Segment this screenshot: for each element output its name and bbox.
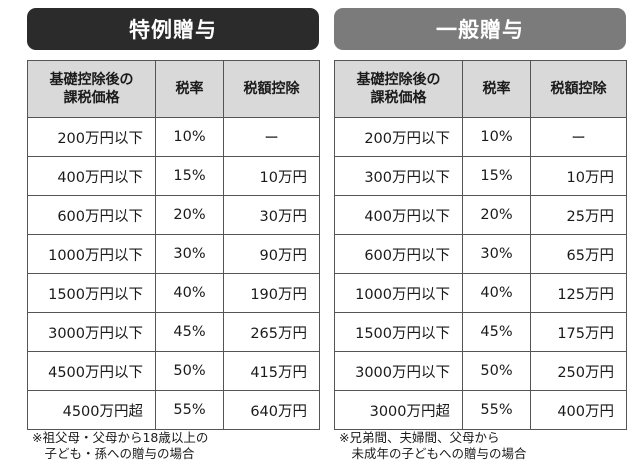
general-gift-table: 基礎控除後の 課税価格 税率 税額控除 200万円以下 10% ー 300万円以下 1…	[334, 60, 627, 430]
tax-deduction-cell: 400万円	[530, 390, 627, 430]
table-header-row: 基礎控除後の 課税価格 税率 税額控除	[334, 60, 627, 118]
table-row: 400万円以下 20% 25万円	[334, 195, 627, 235]
note-line: ※兄弟間、夫婦間、父母から	[339, 430, 500, 445]
table-row: 400万円以下 15% 10万円	[27, 156, 320, 196]
taxable-amount-cell: 3000万円以下	[334, 351, 463, 391]
taxable-amount-cell: 1000万円以下	[27, 234, 156, 274]
table-row: 600万円以下 30% 65万円	[334, 234, 627, 274]
tax-rate-cell: 30%	[155, 234, 224, 274]
table-row: 4500万円超 55% 640万円	[27, 390, 320, 430]
general-gift-title: 一般贈与	[334, 8, 626, 50]
taxable-amount-cell: 1500万円以下	[27, 273, 156, 313]
header-tax-rate: 税率	[462, 60, 531, 118]
general-gift-note: ※兄弟間、夫婦間、父母から 未成年の子どもへの贈与の場合	[339, 430, 527, 462]
tax-deduction-cell: 25万円	[530, 195, 627, 235]
tax-deduction-cell: 65万円	[530, 234, 627, 274]
tax-deduction-cell: 90万円	[223, 234, 320, 274]
general-gift-panel: 一般贈与 基礎控除後の 課税価格 税率 税額控除 200万円以下 10% ー 300…	[334, 8, 627, 430]
tax-rate-cell: 10%	[462, 117, 531, 157]
table-row: 200万円以下 10% ー	[27, 117, 320, 157]
special-gift-panel: 特例贈与 基礎控除後の 課税価格 税率 税額控除 200万円以下 10% ー 400…	[27, 8, 320, 430]
taxable-amount-cell: 400万円以下	[334, 195, 463, 235]
table-row: 3000万円以下 45% 265万円	[27, 312, 320, 352]
header-label: 基礎控除後の 課税価格	[49, 72, 134, 106]
tax-deduction-cell: 265万円	[223, 312, 320, 352]
taxable-amount-cell: 3000万円以下	[27, 312, 156, 352]
note-line: 子ども・孫への贈与の場合	[32, 446, 195, 461]
header-label: 基礎控除後の 課税価格	[356, 72, 441, 106]
table-row: 3000万円以下 50% 250万円	[334, 351, 627, 391]
tax-rate-cell: 20%	[462, 195, 531, 235]
note-line: ※祖父母・父母から18歳以上の	[32, 430, 209, 445]
tax-deduction-cell: ー	[223, 117, 320, 157]
header-label: 税額控除	[243, 81, 300, 97]
tax-rate-cell: 40%	[155, 273, 224, 313]
header-label: 税率	[175, 81, 204, 97]
table-row: 600万円以下 20% 30万円	[27, 195, 320, 235]
special-gift-title: 特例贈与	[27, 8, 319, 50]
table-row: 1000万円以下 30% 90万円	[27, 234, 320, 274]
tax-deduction-cell: 415万円	[223, 351, 320, 391]
tax-rate-cell: 40%	[462, 273, 531, 313]
taxable-amount-cell: 1000万円以下	[334, 273, 463, 313]
tax-deduction-cell: 175万円	[530, 312, 627, 352]
tax-deduction-cell: 10万円	[223, 156, 320, 196]
tax-deduction-cell: 190万円	[223, 273, 320, 313]
note-line: 未成年の子どもへの贈与の場合	[339, 446, 527, 461]
header-tax-rate: 税率	[155, 60, 224, 118]
tax-rate-cell: 45%	[155, 312, 224, 352]
taxable-amount-cell: 600万円以下	[334, 234, 463, 274]
taxable-amount-cell: 4500万円以下	[27, 351, 156, 391]
tax-deduction-cell: 125万円	[530, 273, 627, 313]
taxable-amount-cell: 400万円以下	[27, 156, 156, 196]
tax-rate-cell: 55%	[462, 390, 531, 430]
table-row: 1500万円以下 45% 175万円	[334, 312, 627, 352]
header-taxable-amount: 基礎控除後の 課税価格	[334, 60, 463, 118]
table-header-row: 基礎控除後の 課税価格 税率 税額控除	[27, 60, 320, 118]
table-row: 4500万円以下 50% 415万円	[27, 351, 320, 391]
table-row: 1000万円以下 40% 125万円	[334, 273, 627, 313]
tax-deduction-cell: 640万円	[223, 390, 320, 430]
header-label: 税額控除	[550, 81, 607, 97]
tax-rate-cell: 45%	[462, 312, 531, 352]
tax-rate-cell: 15%	[155, 156, 224, 196]
header-taxable-amount: 基礎控除後の 課税価格	[27, 60, 156, 118]
tax-rate-cell: 30%	[462, 234, 531, 274]
tax-rate-cell: 15%	[462, 156, 531, 196]
table-row: 1500万円以下 40% 190万円	[27, 273, 320, 313]
taxable-amount-cell: 200万円以下	[27, 117, 156, 157]
header-tax-deduction: 税額控除	[530, 60, 627, 118]
tax-rate-cell: 10%	[155, 117, 224, 157]
table-row: 200万円以下 10% ー	[334, 117, 627, 157]
tax-deduction-cell: ー	[530, 117, 627, 157]
special-gift-table: 基礎控除後の 課税価格 税率 税額控除 200万円以下 10% ー 400万円以下 1…	[27, 60, 320, 430]
tax-deduction-cell: 10万円	[530, 156, 627, 196]
tax-rate-cell: 50%	[155, 351, 224, 391]
header-label: 税率	[482, 81, 511, 97]
table-row: 300万円以下 15% 10万円	[334, 156, 627, 196]
taxable-amount-cell: 1500万円以下	[334, 312, 463, 352]
tax-deduction-cell: 250万円	[530, 351, 627, 391]
tax-rate-cell: 20%	[155, 195, 224, 235]
tax-deduction-cell: 30万円	[223, 195, 320, 235]
table-row: 3000万円超 55% 400万円	[334, 390, 627, 430]
tax-rate-cell: 55%	[155, 390, 224, 430]
special-gift-note: ※祖父母・父母から18歳以上の 子ども・孫への贈与の場合	[32, 430, 208, 462]
header-tax-deduction: 税額控除	[223, 60, 320, 118]
taxable-amount-cell: 600万円以下	[27, 195, 156, 235]
taxable-amount-cell: 200万円以下	[334, 117, 463, 157]
taxable-amount-cell: 3000万円超	[334, 390, 463, 430]
taxable-amount-cell: 4500万円超	[27, 390, 156, 430]
taxable-amount-cell: 300万円以下	[334, 156, 463, 196]
tax-rate-cell: 50%	[462, 351, 531, 391]
